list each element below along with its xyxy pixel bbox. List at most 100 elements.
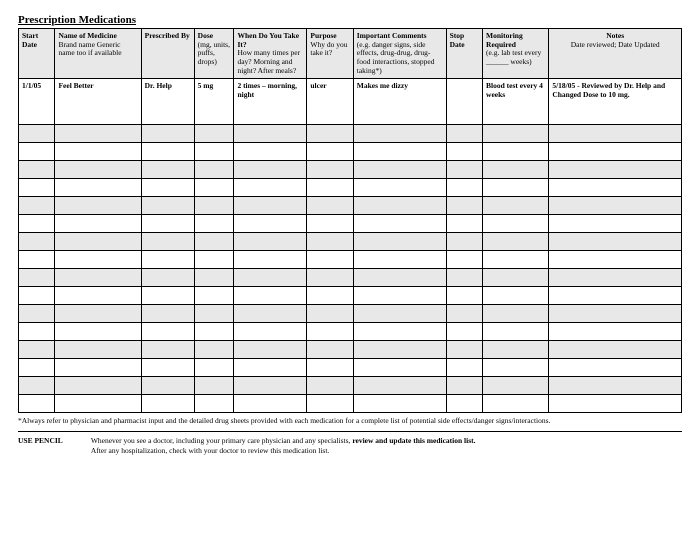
empty-cell	[549, 377, 682, 395]
empty-cell	[141, 197, 194, 215]
empty-cell	[549, 233, 682, 251]
empty-cell	[483, 125, 549, 143]
empty-cell	[19, 197, 55, 215]
empty-cell	[446, 233, 482, 251]
empty-cell	[353, 161, 446, 179]
col-monitoring: Monitoring Required(e.g. lab test every …	[483, 29, 549, 79]
empty-cell	[446, 395, 482, 413]
empty-cell	[307, 143, 353, 161]
empty-cell	[141, 179, 194, 197]
empty-cell	[141, 251, 194, 269]
empty-cell	[353, 359, 446, 377]
col-when: When Do You Take It?How many times per d…	[234, 29, 307, 79]
empty-cell	[194, 305, 234, 323]
empty-cell	[141, 161, 194, 179]
empty-cell	[483, 215, 549, 233]
empty-cell	[307, 215, 353, 233]
empty-cell	[446, 179, 482, 197]
empty-cell	[549, 215, 682, 233]
empty-cell	[55, 233, 141, 251]
empty-cell	[194, 323, 234, 341]
cell-notes: 5/18/05 - Reviewed by Dr. Help and Chang…	[549, 79, 682, 125]
cell-start: 1/1/05	[19, 79, 55, 125]
empty-cell	[483, 287, 549, 305]
empty-cell	[549, 287, 682, 305]
empty-cell	[549, 161, 682, 179]
empty-cell	[234, 125, 307, 143]
empty-cell	[234, 269, 307, 287]
empty-cell	[19, 179, 55, 197]
empty-cell	[194, 179, 234, 197]
empty-cell	[446, 251, 482, 269]
empty-cell	[549, 125, 682, 143]
empty-cell	[19, 233, 55, 251]
empty-cell	[141, 215, 194, 233]
empty-cell	[353, 143, 446, 161]
empty-cell	[353, 305, 446, 323]
empty-cell	[19, 143, 55, 161]
empty-cell	[483, 269, 549, 287]
empty-cell	[307, 197, 353, 215]
cell-dose: 5 mg	[194, 79, 234, 125]
empty-cell	[549, 395, 682, 413]
col-prescribed: Prescribed By	[141, 29, 194, 79]
cell-when: 2 times – morning, night	[234, 79, 307, 125]
empty-cell	[55, 305, 141, 323]
empty-cell	[194, 143, 234, 161]
empty-cell	[19, 341, 55, 359]
empty-cell	[549, 305, 682, 323]
empty-cell	[353, 251, 446, 269]
empty-cell	[353, 377, 446, 395]
empty-row	[19, 395, 682, 413]
empty-cell	[194, 395, 234, 413]
col-start-date: Start Date	[19, 29, 55, 79]
footnote: *Always refer to physician and pharmacis…	[18, 416, 682, 425]
table-body: 1/1/05 Feel Better Dr. Help 5 mg 2 times…	[19, 79, 682, 413]
empty-cell	[353, 125, 446, 143]
empty-cell	[549, 269, 682, 287]
empty-cell	[194, 287, 234, 305]
empty-cell	[234, 161, 307, 179]
empty-cell	[483, 179, 549, 197]
empty-cell	[549, 251, 682, 269]
empty-cell	[353, 197, 446, 215]
empty-cell	[141, 359, 194, 377]
empty-cell	[446, 323, 482, 341]
empty-cell	[353, 179, 446, 197]
empty-cell	[141, 143, 194, 161]
empty-cell	[307, 233, 353, 251]
col-medicine: Name of MedicineBrand name Generic name …	[55, 29, 141, 79]
empty-cell	[55, 197, 141, 215]
empty-cell	[19, 377, 55, 395]
empty-cell	[55, 251, 141, 269]
empty-row	[19, 233, 682, 251]
empty-cell	[234, 359, 307, 377]
cell-purpose: ulcer	[307, 79, 353, 125]
empty-cell	[549, 179, 682, 197]
use-pencil-label: USE PENCIL	[18, 436, 63, 455]
empty-cell	[19, 269, 55, 287]
empty-cell	[19, 161, 55, 179]
empty-cell	[353, 323, 446, 341]
empty-cell	[141, 323, 194, 341]
empty-cell	[234, 323, 307, 341]
empty-cell	[234, 395, 307, 413]
empty-cell	[234, 143, 307, 161]
empty-cell	[234, 197, 307, 215]
empty-cell	[446, 341, 482, 359]
empty-cell	[55, 359, 141, 377]
empty-cell	[483, 233, 549, 251]
empty-cell	[307, 269, 353, 287]
empty-row	[19, 161, 682, 179]
empty-row	[19, 269, 682, 287]
empty-cell	[549, 197, 682, 215]
empty-row	[19, 341, 682, 359]
empty-row	[19, 359, 682, 377]
empty-cell	[483, 359, 549, 377]
empty-cell	[307, 161, 353, 179]
empty-cell	[483, 143, 549, 161]
empty-cell	[307, 305, 353, 323]
empty-cell	[55, 287, 141, 305]
empty-cell	[234, 341, 307, 359]
col-dose: Dose(mg, units, puffs, drops)	[194, 29, 234, 79]
